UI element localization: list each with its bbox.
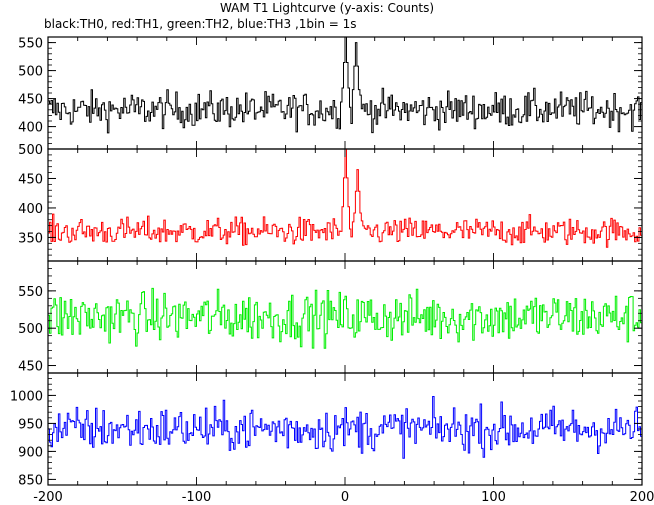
series-th3 xyxy=(48,396,642,459)
y-tick-label: 550 xyxy=(18,285,43,300)
y-tick-label: 450 xyxy=(18,93,43,108)
series-th2 xyxy=(48,287,642,349)
x-tick-label: 100 xyxy=(481,490,506,505)
y-tick-label: 400 xyxy=(18,121,43,136)
x-tick-label: 200 xyxy=(630,490,654,505)
y-tick-label: 500 xyxy=(18,65,43,80)
panel-frame-th2 xyxy=(47,260,643,374)
y-tick-label: 850 xyxy=(18,473,43,488)
y-tick-label: 900 xyxy=(18,445,43,460)
chart-subtitle: black:TH0, red:TH1, green:TH2, blue:TH3 … xyxy=(44,17,357,31)
y-tick-label: 450 xyxy=(18,172,43,187)
x-tick-label: 0 xyxy=(341,490,349,505)
x-tick-label: -200 xyxy=(33,490,63,505)
y-tick-label: 350 xyxy=(18,231,43,246)
y-tick-label: 450 xyxy=(18,360,43,375)
series-th1 xyxy=(48,149,642,248)
y-tick-label: 500 xyxy=(18,143,43,158)
y-tick-label: 400 xyxy=(18,202,43,217)
series-th0 xyxy=(48,37,642,134)
chart-title: WAM T1 Lightcurve (y-axis: Counts) xyxy=(219,1,435,15)
y-tick-label: 500 xyxy=(18,322,43,337)
y-tick-label: 1000 xyxy=(10,389,43,404)
y-tick-label: 950 xyxy=(18,417,43,432)
x-tick-label: -100 xyxy=(182,490,212,505)
y-tick-label: 550 xyxy=(18,37,43,52)
